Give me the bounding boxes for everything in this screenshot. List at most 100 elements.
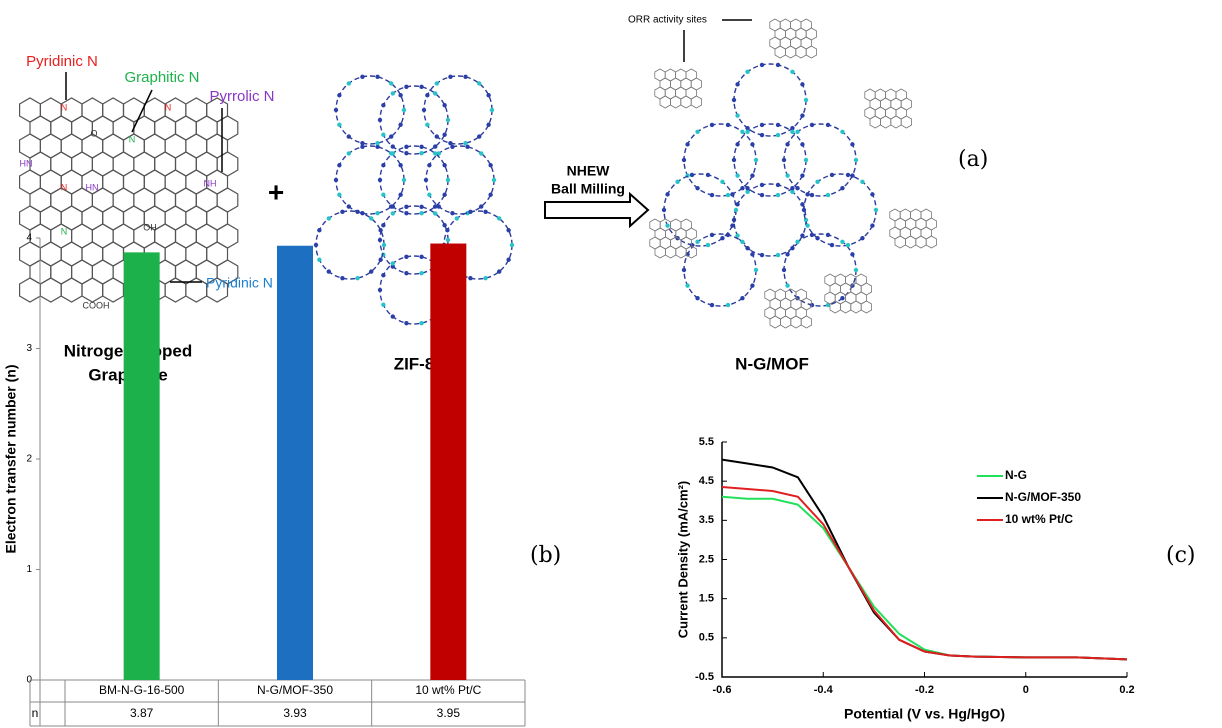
label-orr: ORR activity sites <box>628 15 707 26</box>
framework-node <box>427 193 431 197</box>
framework-node <box>419 271 423 275</box>
atom-label: N <box>165 102 172 112</box>
framework-node <box>750 252 754 256</box>
framework-node <box>800 202 804 206</box>
framework-ring <box>336 76 404 144</box>
framework-node <box>706 243 710 247</box>
framework-node <box>391 314 395 318</box>
framework-node <box>726 303 730 307</box>
framework-node <box>337 123 341 127</box>
x-tick-label: -0.6 <box>713 684 732 696</box>
framework-node <box>433 151 437 155</box>
framework-node <box>497 216 501 220</box>
framework-node <box>369 216 373 220</box>
framework-node <box>726 123 730 127</box>
framework-node <box>347 81 351 85</box>
framework-node <box>463 75 467 79</box>
framework-node <box>665 192 669 196</box>
hexagon <box>770 316 780 328</box>
framework-node <box>442 103 446 107</box>
framework-ring <box>316 211 384 279</box>
framework-node <box>433 204 437 208</box>
framework-node <box>340 276 344 280</box>
framework-node <box>442 193 446 197</box>
framework-node <box>455 216 459 220</box>
framework-node <box>826 233 830 237</box>
y-tick-label: 5.5 <box>699 436 714 448</box>
label-pyridinic: Pyridinic N <box>26 53 98 70</box>
framework-node <box>710 193 714 197</box>
framework-node <box>448 75 452 79</box>
framework-node <box>419 255 423 259</box>
framework-node <box>317 228 321 232</box>
framework-node <box>735 82 739 86</box>
framework-node <box>782 158 786 162</box>
scheme-name: ZIF-8 <box>394 354 435 373</box>
framework-node <box>735 142 739 146</box>
hexagon <box>780 316 790 328</box>
y-axis-title: Electron transfer number (n) <box>3 364 19 553</box>
x-tick-label: -0.4 <box>814 684 834 696</box>
framework-node <box>391 261 395 265</box>
framework-node <box>433 144 437 148</box>
framework-node <box>815 236 819 240</box>
framework-node <box>398 123 402 127</box>
framework-node <box>404 271 408 275</box>
framework-node <box>754 268 758 272</box>
framework-node <box>745 70 749 74</box>
framework-node <box>795 130 799 134</box>
figure: Pyridinic N Graphitic N Pyrrolic N Pyrid… <box>0 0 1222 728</box>
framework-node <box>776 123 780 127</box>
legend-label: N-G <box>1005 468 1027 482</box>
framework-node <box>483 276 487 280</box>
framework-node <box>732 98 736 102</box>
framework-node <box>690 173 694 177</box>
framework-node <box>419 151 423 155</box>
framework-node <box>375 141 379 145</box>
panel-label: (c) <box>1166 543 1196 568</box>
framework-node <box>402 108 406 112</box>
framework-node <box>488 163 492 167</box>
framework-node <box>375 211 379 215</box>
framework-node <box>465 145 469 149</box>
framework-node <box>720 236 724 240</box>
framework-node <box>327 269 331 273</box>
framework-node <box>433 211 437 215</box>
framework-node <box>776 193 780 197</box>
framework-node <box>427 163 431 167</box>
framework-node <box>776 253 780 257</box>
framework-node <box>750 283 754 287</box>
framework-node <box>840 130 844 134</box>
atom-label: COOH <box>83 300 110 310</box>
framework-node <box>446 178 450 182</box>
framework-node <box>510 243 514 247</box>
hexagon <box>801 316 811 328</box>
framework-node <box>740 240 744 244</box>
x-tick-label: 0 <box>1023 684 1029 696</box>
framework-node <box>830 243 834 247</box>
framework-node <box>419 321 423 325</box>
framework-node <box>750 142 754 146</box>
scheme-name: N-G/MOF <box>735 354 809 373</box>
framework-node <box>740 130 744 134</box>
framework-node <box>404 321 408 325</box>
framework-node <box>790 130 794 134</box>
framework-node <box>800 173 804 177</box>
framework-node <box>732 158 736 162</box>
hexagon <box>905 236 915 248</box>
framework-node <box>391 144 395 148</box>
framework-node <box>795 186 799 190</box>
framework-node <box>846 243 850 247</box>
framework-node <box>419 211 423 215</box>
framework-node <box>389 81 393 85</box>
framework-node <box>826 123 830 127</box>
framework-node <box>790 70 794 74</box>
framework-node <box>760 133 764 137</box>
hexagon <box>691 96 701 108</box>
framework-node <box>391 151 395 155</box>
framework-node <box>760 193 764 197</box>
framework-node <box>347 151 351 155</box>
framework-node <box>785 142 789 146</box>
panel-label: (a) <box>958 147 988 172</box>
framework-node <box>795 240 799 244</box>
